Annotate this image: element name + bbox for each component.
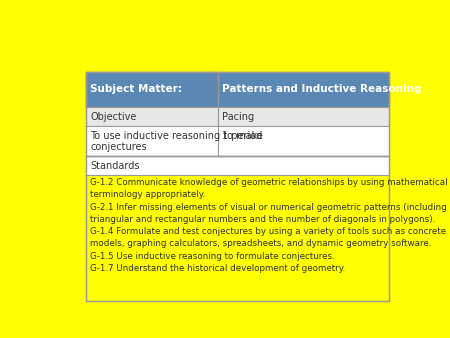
Text: G-2.1 Infer missing elements of visual or numerical geometric patterns (includin: G-2.1 Infer missing elements of visual o… (90, 203, 447, 212)
FancyBboxPatch shape (86, 72, 218, 107)
Text: To use inductive reasoning to make: To use inductive reasoning to make (90, 131, 263, 141)
Text: Pacing: Pacing (222, 112, 255, 122)
FancyBboxPatch shape (86, 175, 389, 301)
Text: Objective: Objective (90, 112, 137, 122)
FancyBboxPatch shape (86, 107, 218, 126)
Text: triangular and rectangular numbers and the number of diagonals in polygons).: triangular and rectangular numbers and t… (90, 215, 436, 224)
Text: G-1.4 Formulate and test conjectures by using a variety of tools such as concret: G-1.4 Formulate and test conjectures by … (90, 227, 446, 236)
FancyBboxPatch shape (86, 126, 218, 156)
FancyBboxPatch shape (218, 126, 389, 156)
Text: terminology appropriately.: terminology appropriately. (90, 191, 206, 199)
Text: models, graphing calculators, spreadsheets, and dynamic geometry software.: models, graphing calculators, spreadshee… (90, 239, 432, 248)
Text: Patterns and Inductive Reasoning: Patterns and Inductive Reasoning (222, 84, 422, 94)
Text: 1 period: 1 period (222, 131, 263, 141)
FancyBboxPatch shape (86, 156, 389, 175)
Text: G-1.2 Communicate knowledge of geometric relationships by using mathematical: G-1.2 Communicate knowledge of geometric… (90, 178, 448, 187)
Text: G-1.5 Use inductive reasoning to formulate conjectures.: G-1.5 Use inductive reasoning to formula… (90, 251, 335, 261)
FancyBboxPatch shape (218, 107, 389, 126)
FancyBboxPatch shape (86, 72, 389, 107)
Text: conjectures: conjectures (90, 142, 147, 152)
Text: Standards: Standards (90, 161, 140, 171)
Text: G-1.7 Understand the historical development of geometry.: G-1.7 Understand the historical developm… (90, 264, 346, 273)
Text: Subject Matter:: Subject Matter: (90, 84, 182, 94)
